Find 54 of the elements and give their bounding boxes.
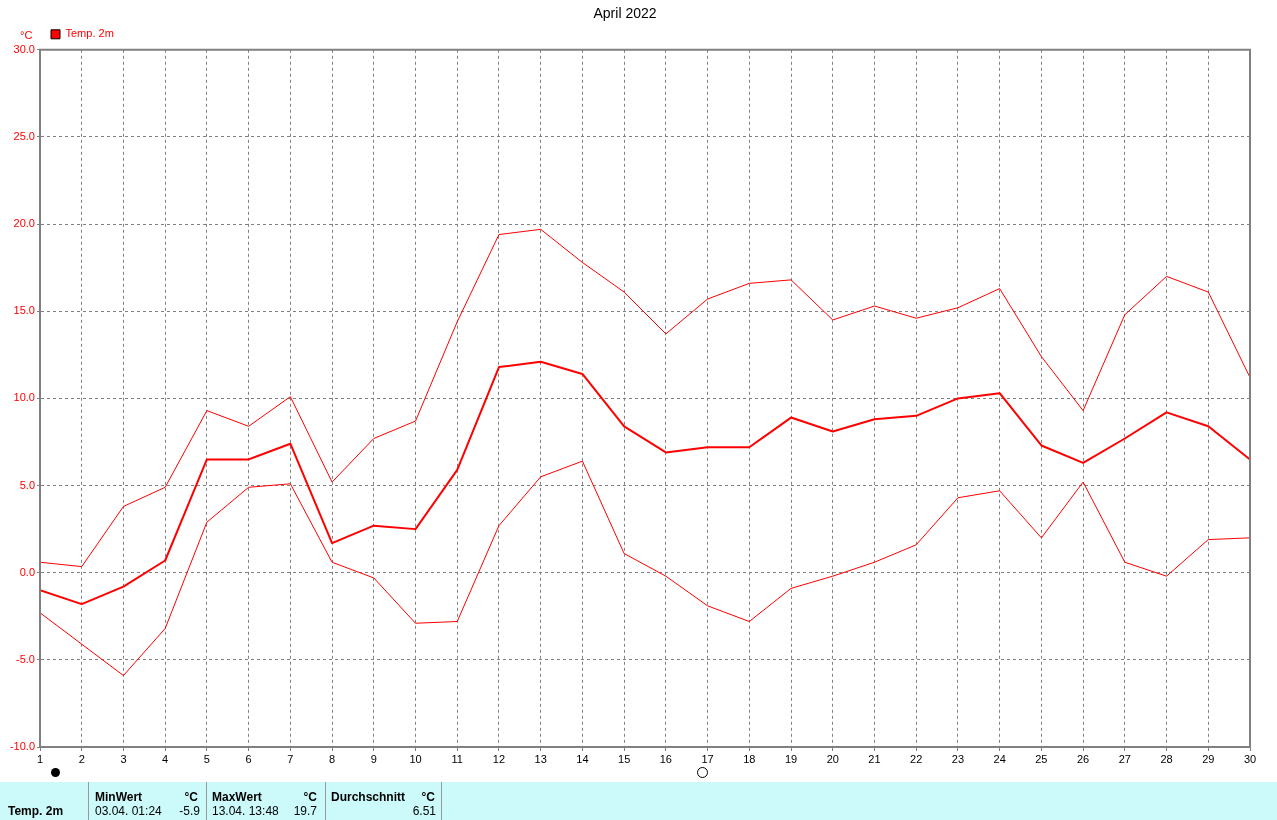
text: 13.04. 13:48 <box>212 804 279 818</box>
x-tick-label: 21 <box>868 752 881 765</box>
x-tick-label: 10 <box>409 752 422 765</box>
text: -5.9 <box>179 804 200 818</box>
y-tick-label: 10.0 <box>13 391 35 404</box>
text: MaxWert <box>212 790 262 804</box>
y-tick-label: -5.0 <box>16 652 35 665</box>
x-tick-label: 3 <box>120 752 127 765</box>
x-tick-label: 8 <box>329 752 336 765</box>
y-tick-label: 0.0 <box>19 565 35 578</box>
x-tick-label: 7 <box>287 752 294 765</box>
x-tick-label: 11 <box>451 752 463 765</box>
x-tick-label: 24 <box>993 752 1006 765</box>
chart-title: April 2022 <box>593 5 657 22</box>
y-tick-label: 25.0 <box>13 129 35 142</box>
text: Temp. 2m <box>8 804 64 818</box>
x-tick-label: 9 <box>370 752 377 765</box>
y-tick-label: 30.0 <box>13 42 35 55</box>
x-tick-label: 1 <box>36 752 44 765</box>
x-tick-label: 14 <box>576 752 589 765</box>
text: Durchschnitt <box>331 790 406 804</box>
x-tick-label: 5 <box>203 752 210 765</box>
text: 03.04. 01:24 <box>95 804 162 818</box>
x-tick-label: 18 <box>743 752 756 765</box>
x-tick-label: 17 <box>701 752 714 765</box>
x-tick-label: 13 <box>534 752 547 765</box>
y-tick-label: 15.0 <box>13 304 35 317</box>
x-tick-label: 16 <box>659 752 672 765</box>
x-tick-label: 22 <box>910 752 923 765</box>
y-axis-title: °C <box>20 29 33 42</box>
x-tick-label: 29 <box>1202 752 1215 765</box>
y-tick-label: 5.0 <box>19 478 35 491</box>
x-tick-label: 28 <box>1160 752 1173 765</box>
text: 19.7 <box>293 804 317 818</box>
text: 6.51 <box>412 804 436 818</box>
text: °C <box>184 790 198 804</box>
x-tick-label: 4 <box>162 752 169 765</box>
x-tick-label: 30 <box>1243 752 1257 765</box>
x-tick-label: 12 <box>492 752 506 765</box>
legend-label: Temp. 2m <box>65 27 114 40</box>
text: °C <box>303 790 317 804</box>
y-tick-label: 20.0 <box>13 217 35 230</box>
x-tick-label: 23 <box>951 752 965 765</box>
y-tick-label: -10.0 <box>9 740 35 753</box>
x-tick-label: 26 <box>1076 752 1090 765</box>
x-tick-label: 20 <box>826 752 839 765</box>
x-tick-label: 25 <box>1035 752 1048 765</box>
text: °C <box>421 790 435 804</box>
x-tick-label: 6 <box>245 752 252 765</box>
x-tick-label: 15 <box>618 752 631 765</box>
x-tick-label: 19 <box>784 752 798 765</box>
x-tick-label: 27 <box>1118 752 1131 765</box>
text: MinWert <box>95 790 143 804</box>
x-tick-label: 2 <box>78 752 85 765</box>
